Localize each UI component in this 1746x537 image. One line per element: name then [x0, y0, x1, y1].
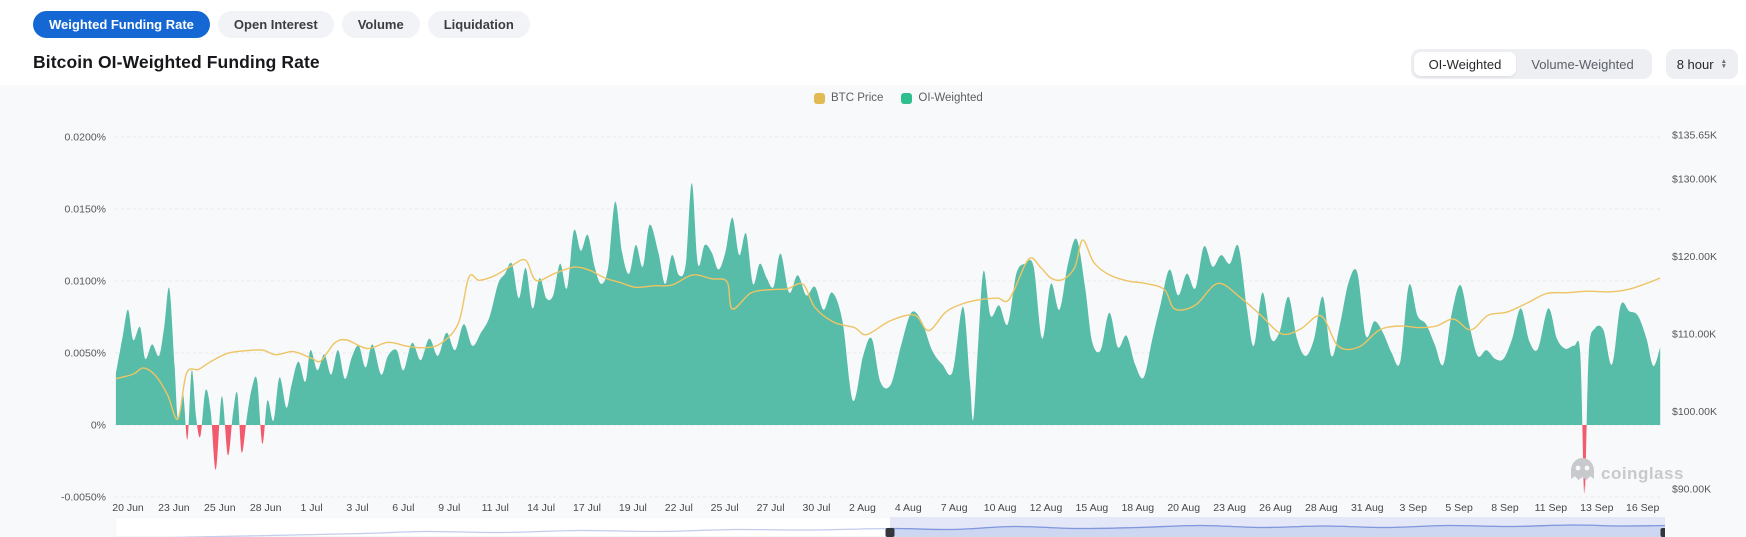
x-axis-tick: 23 Aug [1213, 502, 1246, 514]
x-axis-tick: 30 Jul [802, 502, 830, 514]
x-axis-tick: 25 Jun [204, 502, 236, 514]
legend-item-btc-price[interactable]: BTC Price [814, 92, 883, 104]
legend-label: BTC Price [831, 92, 884, 104]
tab-open-interest[interactable]: Open Interest [217, 11, 334, 38]
y-left-tick: 0.0150% [65, 204, 106, 216]
chart-panel [0, 85, 1746, 537]
x-axis-tick: 23 Jun [158, 502, 190, 514]
oi-weighted-segment[interactable]: OI-Weighted [1413, 52, 1517, 76]
x-axis-tick: 17 Jul [573, 502, 601, 514]
x-axis-tick: 4 Aug [895, 502, 922, 514]
volume-weighted-segment[interactable]: Volume-Weighted [1516, 52, 1648, 76]
chart-legend: BTC Price OI-Weighted [814, 92, 983, 104]
x-axis-tick: 12 Aug [1030, 502, 1063, 514]
chart-controls: OI-Weighted Volume-Weighted 8 hour ▲ ▼ [1410, 49, 1738, 79]
axis-labels: 0.0200% 0.0150% 0.0100% 0.0050% 0% -0.0050% $1… [61, 130, 1717, 504]
weighting-toggle: OI-Weighted Volume-Weighted [1410, 49, 1652, 79]
legend-label: OI-Weighted [918, 92, 983, 104]
x-axis-tick: 14 Jul [527, 502, 555, 514]
btc-price-swatch-icon [814, 92, 825, 104]
x-axis-tick: 2 Aug [849, 502, 876, 514]
sort-arrows-icon: ▲ ▼ [1720, 58, 1727, 70]
x-axis-tick: 15 Aug [1076, 502, 1109, 514]
x-axis-tick: 28 Aug [1305, 502, 1338, 514]
y-left-tick: 0.0050% [65, 348, 106, 360]
x-axis-tick: 13 Sep [1580, 502, 1613, 514]
page-title: Bitcoin OI-Weighted Funding Rate [33, 52, 320, 72]
x-axis-tick: 26 Aug [1259, 502, 1292, 514]
y-left-tick: 0.0200% [65, 132, 106, 144]
x-axis-tick: 3 Jul [346, 502, 368, 514]
x-axis-tick: 20 Aug [1167, 502, 1200, 514]
x-axis-tick: 5 Sep [1445, 502, 1473, 514]
oi-weighted-swatch-icon [901, 92, 913, 104]
y-right-tick: $110.00K [1672, 328, 1716, 340]
x-axis-tick: 18 Aug [1121, 502, 1154, 514]
y-left-tick: 0.0100% [65, 276, 106, 288]
y-right-tick: $135.65K [1672, 130, 1717, 142]
tab-weighted-funding-rate[interactable]: Weighted Funding Rate [33, 11, 210, 38]
coinglass-watermark: coinglass [1571, 458, 1684, 483]
btc-price-line [115, 239, 1661, 421]
y-right-tick: $120.00K [1672, 251, 1717, 263]
y-right-tick: $130.00K [1672, 173, 1717, 185]
navigator-left-handle[interactable] [885, 528, 895, 537]
x-axis-tick: 3 Sep [1399, 502, 1427, 514]
tab-liquidation[interactable]: Liquidation [427, 11, 530, 38]
x-axis-tick: 8 Sep [1491, 502, 1519, 514]
x-axis-tick: 11 Sep [1535, 502, 1568, 514]
x-axis-tick: 6 Jul [392, 502, 414, 514]
x-axis-labels: 20 Jun 23 Jun 25 Jun 28 Jun 1 Jul 3 Jul 6 Jul 9… [112, 502, 1659, 514]
x-axis-tick: 11 Jul [482, 502, 509, 514]
y-right-tick: $90.00K [1672, 483, 1711, 495]
x-axis-tick: 28 Jun [250, 502, 282, 514]
x-axis-tick: 20 Jun [112, 502, 144, 514]
x-axis-tick: 9 Jul [438, 502, 460, 514]
y-right-tick: $100.00K [1672, 406, 1717, 418]
watermark-label: coinglass [1601, 464, 1684, 483]
x-axis-tick: 19 Jul [619, 502, 647, 514]
y-left-tick: 0% [91, 420, 106, 432]
x-axis-tick: 1 Jul [301, 502, 323, 514]
x-axis-tick: 25 Jul [711, 502, 739, 514]
x-axis-tick: 16 Sep [1626, 502, 1659, 514]
x-axis-tick: 10 Aug [984, 502, 1017, 514]
interval-select[interactable]: 8 hour ▲ ▼ [1665, 49, 1738, 79]
x-axis-tick: 7 Aug [941, 502, 968, 514]
chart-type-tabs: Weighted Funding Rate Open Interest Volu… [33, 11, 530, 38]
y-left-tick: -0.0050% [61, 492, 106, 504]
interval-value: 8 hour [1676, 56, 1714, 72]
tab-volume[interactable]: Volume [341, 11, 420, 38]
x-axis-tick: 31 Aug [1351, 502, 1384, 514]
legend-item-oi-weighted[interactable]: OI-Weighted [901, 92, 983, 104]
coinglass-ghost-icon [1571, 458, 1594, 480]
oi-weighted-area-positive [115, 183, 1661, 425]
x-axis-tick: 27 Jul [757, 502, 785, 514]
navigator-right-handle[interactable] [1660, 528, 1670, 537]
x-axis-tick: 22 Jul [665, 502, 693, 514]
date-range-navigator[interactable] [115, 517, 1670, 537]
